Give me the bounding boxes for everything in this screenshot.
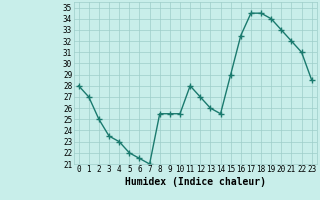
X-axis label: Humidex (Indice chaleur): Humidex (Indice chaleur) (125, 177, 266, 187)
